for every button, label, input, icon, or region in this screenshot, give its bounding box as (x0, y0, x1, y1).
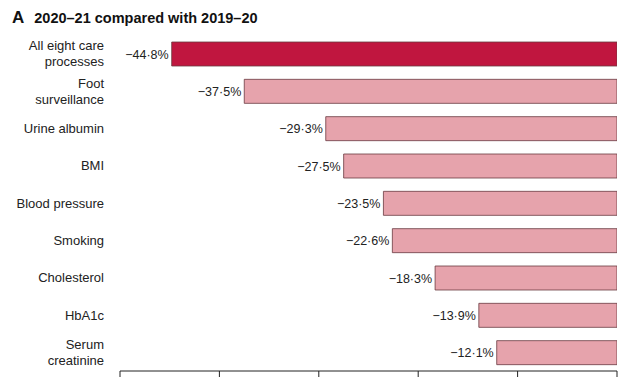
svg-text:−18·3%: −18·3% (389, 272, 432, 286)
svg-text:Urine albumin: Urine albumin (24, 121, 104, 136)
svg-text:HbA1c: HbA1c (65, 308, 105, 323)
svg-text:−44·8%: −44·8% (125, 48, 168, 62)
svg-text:Blood pressure: Blood pressure (17, 196, 104, 211)
svg-text:−22·6%: −22·6% (346, 234, 389, 248)
svg-text:−13·9%: −13·9% (432, 309, 475, 323)
svg-text:Cholesterol: Cholesterol (38, 270, 104, 285)
svg-text:−37·5%: −37·5% (198, 85, 241, 99)
svg-text:−23·5%: −23·5% (337, 197, 380, 211)
html-text:2020–21 compared with 2019–20: 2020–21 compared with 2019–20 (34, 10, 258, 26)
svg-text:All eight careprocesses: All eight careprocesses (29, 38, 105, 69)
svg-text:BMI: BMI (81, 158, 104, 173)
svg-text:−27·5%: −27·5% (297, 160, 340, 174)
html-text:A: A (12, 8, 25, 27)
svg-text:Serumcreatinine: Serumcreatinine (48, 337, 104, 368)
svg-text:Footsurveillance: Footsurveillance (35, 76, 104, 107)
svg-text:−29·3%: −29·3% (279, 122, 322, 136)
svg-text:−12·1%: −12·1% (450, 346, 493, 360)
svg-text:Smoking: Smoking (53, 233, 104, 248)
